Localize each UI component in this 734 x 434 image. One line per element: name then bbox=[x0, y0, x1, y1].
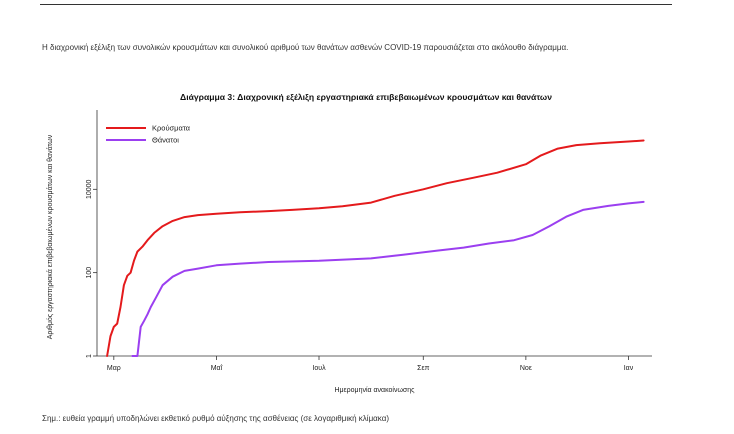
y-tick-label: 1 bbox=[86, 354, 93, 358]
x-tick-label: Σεπ bbox=[417, 365, 429, 372]
x-tick-label: Ιαν bbox=[624, 365, 634, 372]
x-axis-label: Ημερομηνία ανακοίνωσης bbox=[334, 386, 415, 394]
y-tick-label: 10000 bbox=[86, 179, 93, 199]
x-tick-label: Νοε bbox=[520, 365, 532, 372]
footnote: Σημ.: ευθεία γραμμή υποδηλώνει εκθετικό … bbox=[42, 414, 389, 423]
y-tick-label: 100 bbox=[86, 267, 93, 279]
intro-paragraph: Η διαχρονική εξέλιξη των συνολικών κρουσ… bbox=[42, 43, 569, 52]
series-line-1 bbox=[106, 139, 645, 357]
x-tick-label: Μαρ bbox=[107, 365, 121, 372]
series-line-2 bbox=[131, 200, 645, 357]
top-rule bbox=[40, 4, 672, 5]
legend-label-1: Κρούσματα bbox=[152, 124, 191, 133]
legend-label-2: Θάνατοι bbox=[152, 136, 179, 145]
x-tick-label: Ιουλ bbox=[312, 365, 326, 372]
y-axis-label: Αριθμός εργαστηριακά επιβεβαιωμένων κρου… bbox=[46, 134, 54, 339]
chart-title: Διάγραμμα 3: Διαχρονική εξέλιξη εργαστηρ… bbox=[180, 92, 552, 102]
x-tick-label: Μαΐ bbox=[211, 364, 223, 372]
